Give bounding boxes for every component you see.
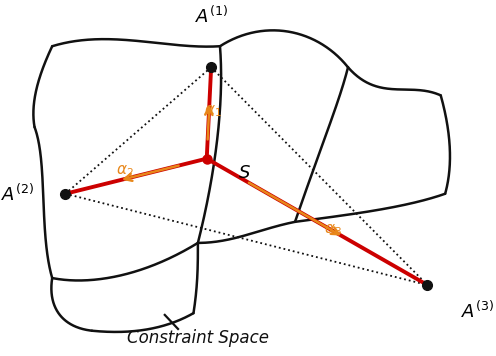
Text: $A^{(2)}$: $A^{(2)}$ [1,183,35,204]
Text: Constraint Space: Constraint Space [127,329,269,346]
Text: $\alpha_1$: $\alpha_1$ [204,103,222,119]
Text: $\alpha_3$: $\alpha_3$ [323,223,342,239]
Text: $\alpha_2$: $\alpha_2$ [116,163,134,179]
Text: $A^{(3)}$: $A^{(3)}$ [461,301,494,322]
Text: $S$: $S$ [238,164,250,182]
Text: $A^{(1)}$: $A^{(1)}$ [194,6,228,27]
